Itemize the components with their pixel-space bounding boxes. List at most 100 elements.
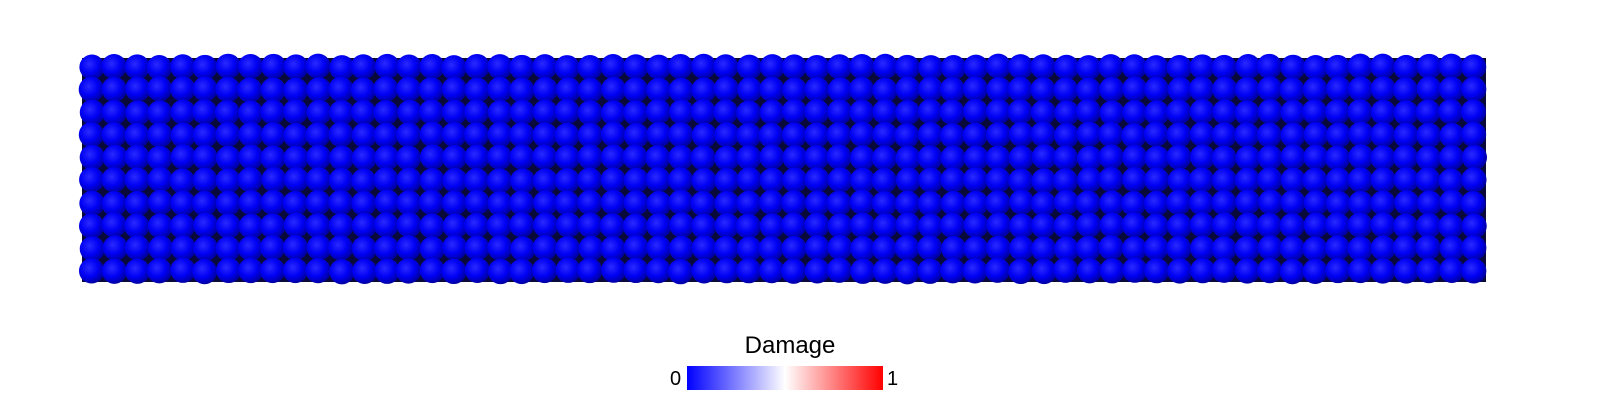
- particle: [487, 100, 513, 126]
- particle: [872, 53, 898, 80]
- particle: [1122, 257, 1148, 283]
- particle: [148, 235, 174, 261]
- particle: [736, 122, 762, 149]
- particle: [1279, 259, 1305, 285]
- particle: [918, 167, 944, 193]
- particle: [215, 213, 242, 239]
- particle: [442, 213, 468, 239]
- particle: [147, 213, 173, 239]
- particle: [600, 189, 626, 215]
- particles: [78, 53, 1488, 285]
- particle: [759, 189, 785, 216]
- particle: [577, 122, 603, 148]
- particle: [305, 167, 332, 193]
- particle: [396, 212, 422, 238]
- particle: [963, 54, 989, 80]
- particle: [261, 167, 287, 193]
- particle: [283, 212, 309, 238]
- particle: [124, 191, 150, 217]
- particle: [736, 258, 762, 284]
- particle: [894, 235, 920, 261]
- particle: [758, 236, 784, 262]
- particle: [645, 145, 671, 171]
- particle: [804, 99, 830, 125]
- particle: [691, 213, 717, 239]
- particle: [1280, 54, 1306, 80]
- particle: [782, 77, 808, 103]
- particle: [1461, 167, 1487, 193]
- particle: [600, 100, 627, 126]
- particle: [1257, 235, 1283, 261]
- particle: [193, 212, 219, 238]
- particle: [1416, 53, 1442, 80]
- particle: [463, 99, 490, 125]
- particle: [283, 54, 309, 80]
- particle: [533, 190, 559, 216]
- particle: [419, 168, 445, 194]
- particle: [193, 235, 219, 262]
- particle: [532, 54, 558, 80]
- particle: [963, 145, 989, 171]
- particle: [1143, 76, 1170, 103]
- particle: [646, 121, 672, 148]
- particle: [646, 191, 672, 217]
- particle: [374, 145, 400, 171]
- colorbar-gradient: [687, 366, 883, 390]
- particle: [1302, 77, 1328, 103]
- particle: [124, 167, 150, 193]
- particle: [667, 167, 694, 193]
- particle: [1460, 121, 1487, 148]
- particle: [713, 99, 739, 125]
- particle: [601, 257, 627, 283]
- particle: [826, 122, 852, 148]
- particle: [1347, 99, 1373, 125]
- particle: [1075, 235, 1101, 262]
- particle: [782, 167, 808, 193]
- particle: [1122, 166, 1148, 193]
- particle: [1347, 53, 1373, 79]
- particle: [306, 235, 332, 261]
- particle: [1053, 54, 1080, 80]
- particle: [985, 145, 1011, 171]
- particle: [1008, 213, 1035, 239]
- particle: [464, 235, 490, 261]
- particle: [259, 213, 286, 239]
- particle: [1122, 76, 1148, 102]
- particle: [283, 77, 309, 103]
- particle: [1280, 144, 1306, 170]
- particle: [441, 144, 468, 171]
- particle: [736, 145, 762, 171]
- particle: [1031, 168, 1057, 194]
- particle: [509, 144, 535, 170]
- colorbar-min-label: 0: [670, 368, 682, 390]
- particle: [759, 99, 785, 126]
- particle: [238, 144, 264, 170]
- particle: [1030, 100, 1057, 126]
- particle: [148, 189, 174, 215]
- particle: [170, 76, 196, 102]
- particle: [555, 77, 582, 103]
- particle: [826, 54, 853, 80]
- particle: [917, 76, 944, 102]
- particle: [395, 145, 422, 171]
- particle: [917, 122, 944, 148]
- particle: [1075, 55, 1102, 81]
- particle: [985, 53, 1011, 79]
- particle: [215, 76, 241, 103]
- particle: [1098, 166, 1124, 193]
- particle: [305, 213, 331, 239]
- particle: [826, 257, 852, 283]
- particle: [736, 100, 762, 126]
- particle: [1008, 168, 1034, 194]
- particle: [1122, 144, 1148, 170]
- particle: [939, 212, 965, 239]
- particle: [146, 55, 172, 81]
- particle: [306, 77, 332, 103]
- particle: [238, 190, 264, 216]
- particle: [102, 144, 128, 171]
- particle: [487, 122, 513, 148]
- particle: [1415, 145, 1442, 171]
- particle: [826, 190, 852, 216]
- particle: [555, 212, 582, 238]
- particle: [849, 99, 875, 125]
